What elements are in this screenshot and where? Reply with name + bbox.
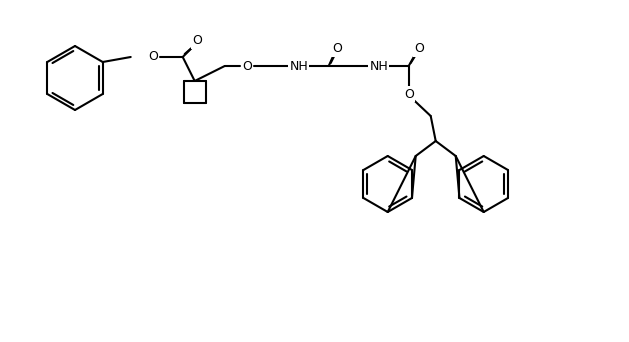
Text: O: O (331, 42, 342, 55)
Text: O: O (192, 35, 202, 48)
Text: NH: NH (289, 60, 308, 73)
Text: O: O (148, 51, 158, 64)
Text: O: O (242, 60, 252, 73)
Text: NH: NH (369, 60, 388, 73)
Text: O: O (404, 88, 414, 101)
Text: O: O (414, 42, 424, 55)
